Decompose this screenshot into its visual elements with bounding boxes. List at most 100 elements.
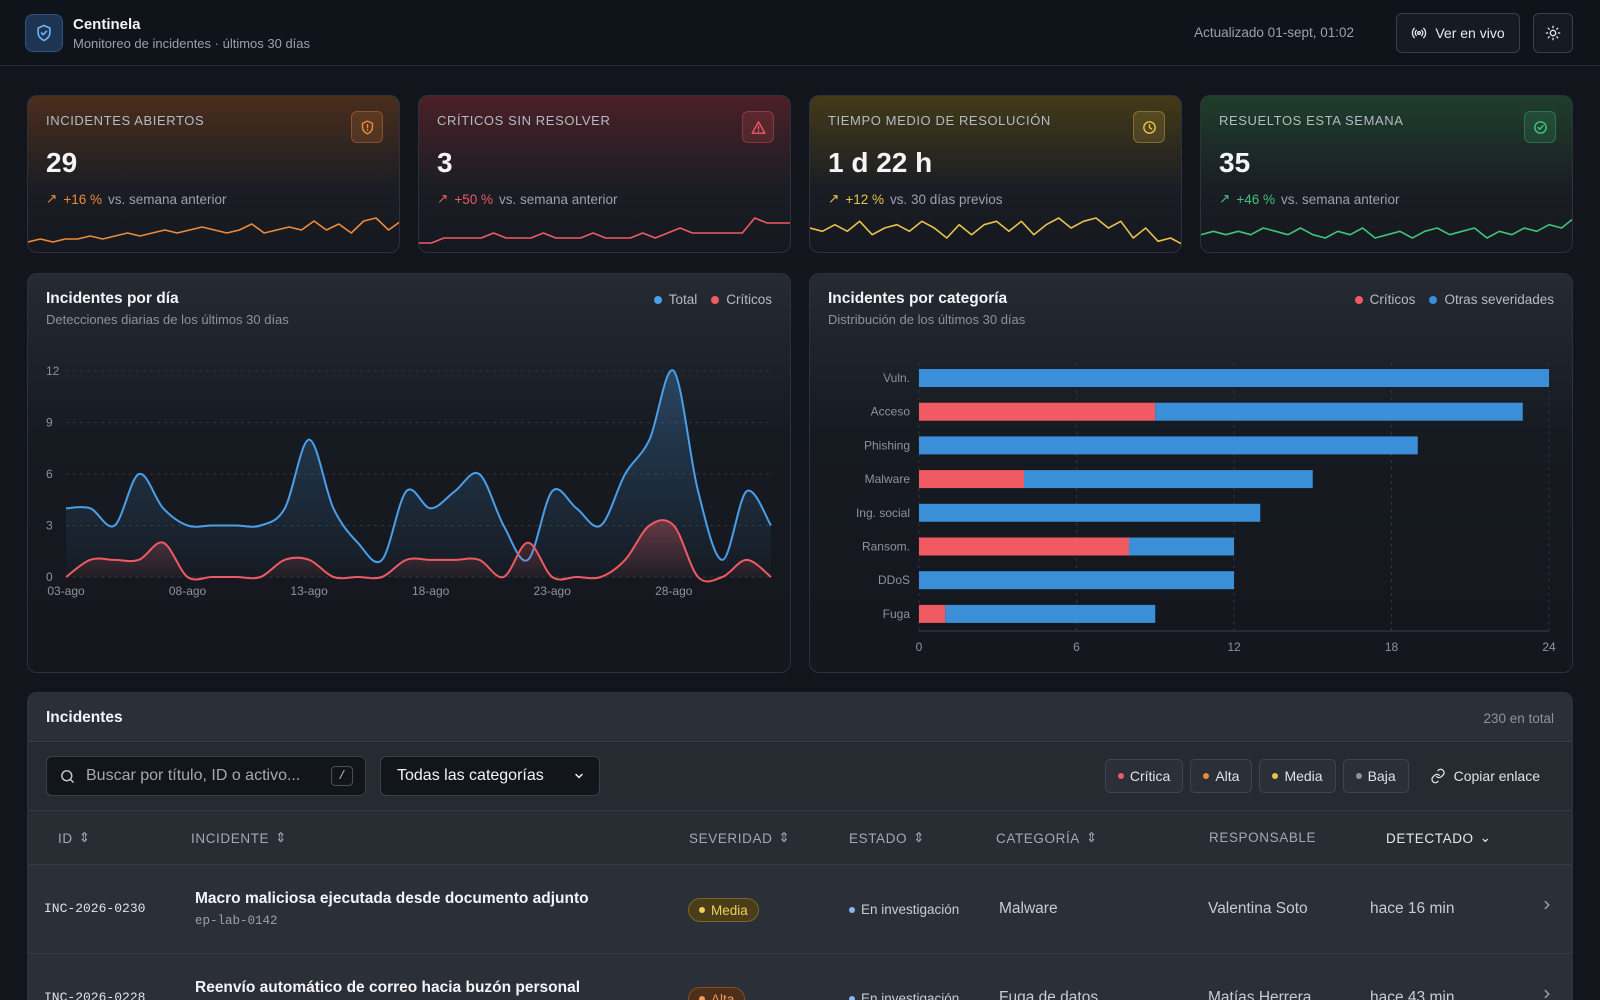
theme-toggle-button[interactable] bbox=[1533, 13, 1573, 53]
category-label: Fuga bbox=[883, 607, 911, 621]
incident-owner: Valentina Soto bbox=[1208, 900, 1308, 917]
chart-legend: Total Críticos bbox=[653, 292, 772, 307]
column-header-detectado[interactable]: DETECTADO ⌄ bbox=[1386, 830, 1492, 846]
column-label: ID bbox=[58, 830, 73, 846]
table-total: 230 en total bbox=[1483, 711, 1554, 726]
bar-segment bbox=[1129, 537, 1234, 556]
category-select[interactable]: Todas las categorías bbox=[380, 756, 600, 796]
legend-criticos: Críticos bbox=[711, 292, 772, 307]
category-label: Ransom. bbox=[862, 540, 910, 554]
bar-segment bbox=[919, 402, 1156, 421]
column-header-categoria[interactable]: CATEGORÍA ⇕ bbox=[996, 830, 1098, 846]
filter-chip-media[interactable]: Media bbox=[1259, 759, 1336, 793]
status-label: En investigación bbox=[861, 991, 960, 1000]
legend-dot bbox=[1354, 295, 1363, 304]
kpi-sparkline bbox=[28, 217, 399, 243]
panel-subtitle: Distribución de los últimos 30 días bbox=[828, 312, 1026, 327]
incident-id: INC-2026-0228 bbox=[44, 990, 146, 1000]
check-circle-icon bbox=[1524, 111, 1556, 143]
copy-link-label: Copiar enlace bbox=[1453, 768, 1540, 784]
incident-category: Fuga de datos bbox=[999, 989, 1099, 1000]
x-tick-label: 13-ago bbox=[290, 584, 328, 598]
filter-chip-baja[interactable]: Baja bbox=[1342, 759, 1409, 793]
severity-filters: Crítica Alta Media Baja Copiar enlace bbox=[1104, 759, 1554, 793]
severity-dot bbox=[1203, 773, 1210, 779]
kpi-card: TIEMPO MEDIO DE RESOLUCIÓN 1 d 22 h ↗ +12 %… bbox=[809, 95, 1182, 253]
kpi-delta: ↗ +50 % vs. semana anterior bbox=[437, 191, 618, 207]
column-header-responsable[interactable]: RESPONSABLE bbox=[1209, 830, 1316, 845]
sort-icon: ⇕ bbox=[78, 830, 91, 845]
search-input[interactable] bbox=[86, 767, 321, 785]
x-tick-label: 28-ago bbox=[655, 584, 693, 598]
kpi-delta-compare: vs. semana anterior bbox=[498, 191, 618, 207]
category-label: Ing. social bbox=[856, 506, 910, 520]
kpi-delta-value: +16 % bbox=[63, 191, 102, 207]
filter-chip-alta[interactable]: Alta bbox=[1190, 759, 1253, 793]
live-view-label: Ver en vivo bbox=[1435, 25, 1505, 41]
legend-label: Total bbox=[668, 292, 698, 307]
chevron-right-icon[interactable] bbox=[1540, 898, 1554, 912]
search-box: / bbox=[46, 756, 366, 796]
y-tick-label: 9 bbox=[46, 416, 53, 430]
table-row[interactable]: INC-2026-0230 Macro maliciosa ejecutada … bbox=[28, 866, 1572, 954]
x-tick-label: 0 bbox=[916, 640, 923, 654]
bar-segment bbox=[919, 470, 1024, 489]
broadcast-icon bbox=[1412, 27, 1427, 39]
status-dot bbox=[849, 906, 855, 913]
kpi-delta: ↗ +12 % vs. 30 días previos bbox=[828, 191, 1003, 207]
copy-link-button[interactable]: Copiar enlace bbox=[1416, 759, 1554, 793]
column-header-incidente[interactable]: INCIDENTE ⇕ bbox=[191, 830, 287, 846]
severity-label: Media bbox=[711, 902, 748, 918]
kpi-delta: ↗ +46 % vs. semana anterior bbox=[1219, 191, 1400, 207]
trend-up-icon: ↗ bbox=[1219, 191, 1231, 206]
severity-badge: Alta bbox=[688, 987, 746, 1000]
column-header-severidad[interactable]: SEVERIDAD ⇕ bbox=[689, 830, 790, 846]
x-tick-label: 23-ago bbox=[534, 584, 572, 598]
link-icon bbox=[1430, 768, 1445, 784]
legend-label: Críticos bbox=[726, 292, 772, 307]
legend-criticos: Críticos bbox=[1354, 292, 1415, 307]
sort-icon: ⇕ bbox=[275, 830, 288, 845]
column-header-id[interactable]: ID ⇕ bbox=[58, 830, 91, 846]
series-area bbox=[66, 370, 771, 577]
chevron-down-icon bbox=[575, 773, 583, 779]
table-row[interactable]: INC-2026-0228 Reenvío automático de corr… bbox=[28, 955, 1572, 1000]
kpi-value: 1 d 22 h bbox=[828, 147, 933, 178]
kpi-delta-value: +12 % bbox=[845, 191, 884, 207]
y-tick-label: 3 bbox=[46, 519, 53, 533]
incident-title: Macro maliciosa ejecutada desde document… bbox=[195, 890, 589, 907]
chevron-right-icon[interactable] bbox=[1540, 987, 1554, 1000]
severity-dot bbox=[699, 907, 705, 913]
kpi-label: INCIDENTES ABIERTOS bbox=[46, 113, 205, 128]
kpi-card: CRÍTICOS SIN RESOLVER 3 ↗ +50 % vs. semana a… bbox=[418, 95, 791, 253]
live-view-button[interactable]: Ver en vivo bbox=[1396, 13, 1520, 53]
chart-legend: Críticos Otras severidades bbox=[1354, 292, 1554, 307]
series-line bbox=[65, 519, 772, 583]
severity-badge: Media bbox=[688, 898, 759, 922]
severity-dot bbox=[699, 996, 705, 1000]
incident-detected: hace 16 min bbox=[1370, 900, 1455, 917]
bar-segment bbox=[1155, 402, 1523, 421]
sort-icon: ⇕ bbox=[778, 830, 791, 845]
chip-label: Alta bbox=[1215, 768, 1240, 784]
kpi-value: 35 bbox=[1219, 147, 1251, 178]
shield-alert-icon bbox=[351, 111, 383, 143]
incident-title: Reenvío automático de correo hacia buzón… bbox=[195, 979, 581, 996]
severity-dot bbox=[1117, 773, 1124, 779]
kpi-card: RESUELTOS ESTA SEMANA 35 ↗ +46 % vs. semana … bbox=[1200, 95, 1573, 253]
kpi-delta-compare: vs. 30 días previos bbox=[889, 191, 1003, 207]
incident-detected: hace 43 min bbox=[1370, 989, 1455, 1000]
trend-up-icon: ↗ bbox=[828, 191, 840, 206]
column-label: CATEGORÍA bbox=[996, 830, 1080, 846]
table-title: Incidentes bbox=[46, 709, 123, 726]
severity-dot bbox=[1272, 773, 1279, 779]
trend-up-icon: ↗ bbox=[437, 191, 449, 206]
chip-label: Crítica bbox=[1129, 768, 1171, 784]
legend-otras: Otras severidades bbox=[1429, 292, 1554, 307]
filter-chip-critica[interactable]: Crítica bbox=[1104, 759, 1184, 793]
x-tick-label: 6 bbox=[1073, 640, 1080, 654]
column-header-estado[interactable]: ESTADO ⇕ bbox=[849, 830, 925, 846]
search-icon bbox=[61, 769, 74, 783]
y-tick-label: 12 bbox=[46, 364, 60, 378]
incident-status: En investigación bbox=[849, 902, 959, 917]
